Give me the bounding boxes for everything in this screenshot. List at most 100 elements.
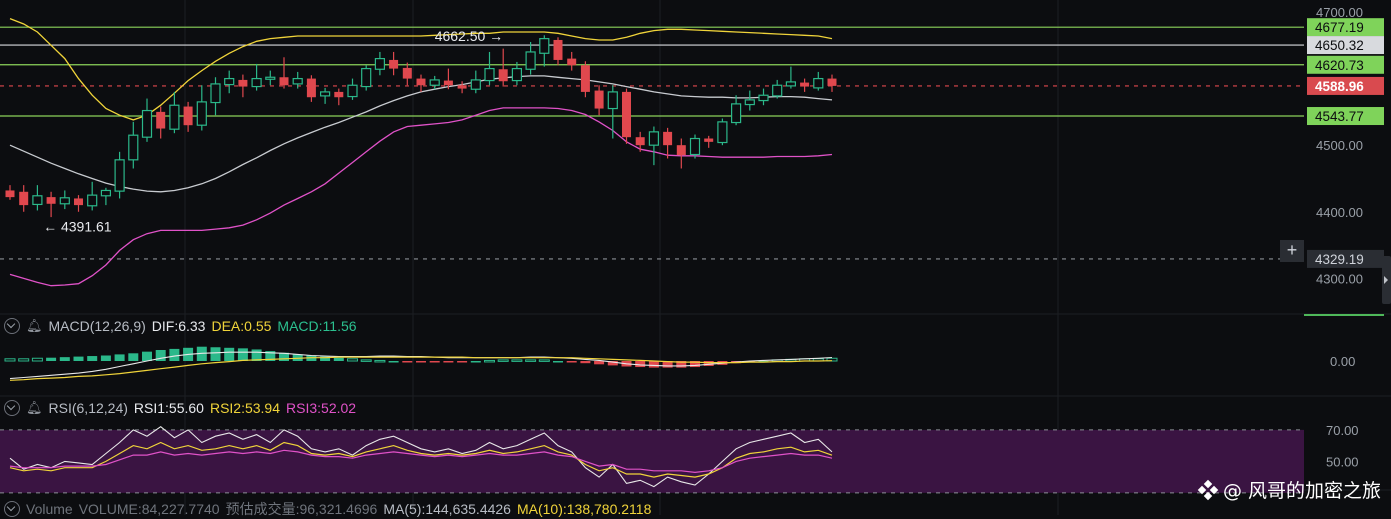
candle-body xyxy=(306,78,316,98)
candle-body xyxy=(128,134,139,161)
macd-hist-bar xyxy=(210,347,221,361)
macd-hist-bar xyxy=(279,352,289,361)
candle-body xyxy=(663,131,673,146)
candle-body xyxy=(238,79,248,87)
macd-hist-bar xyxy=(100,355,111,361)
candle-body xyxy=(525,51,536,70)
rsi-indicator-name: RSI(6,12,24) xyxy=(48,400,128,416)
candle-body xyxy=(74,198,83,206)
macd-hist-bar xyxy=(484,359,495,363)
candle-body xyxy=(19,191,29,206)
candle-body xyxy=(648,131,660,146)
macd-hist-bar xyxy=(607,361,618,366)
macd-hist-bar xyxy=(635,361,646,368)
macd-hist-bar xyxy=(388,361,399,363)
candle-body xyxy=(785,81,797,87)
macd-hist-bar xyxy=(470,361,481,363)
candle-body xyxy=(156,111,166,129)
rsi2-line xyxy=(9,441,833,478)
candle-body xyxy=(443,80,453,86)
macd-macd-value: MACD:11.56 xyxy=(277,318,357,334)
candle-body xyxy=(416,78,426,86)
macd-hist-bar xyxy=(59,357,70,361)
collapse-chevron-icon[interactable] xyxy=(4,318,20,334)
candle-body xyxy=(800,82,810,87)
volume-value: VOLUME:84,227.7740 xyxy=(78,501,220,517)
candle-body xyxy=(429,79,440,86)
macd-hist-bar xyxy=(497,359,509,362)
candle-body xyxy=(827,78,837,86)
volume-indicator-name: Volume xyxy=(26,501,73,517)
macd-hist-bar xyxy=(114,354,125,361)
candle-body xyxy=(607,91,618,110)
macd-hist-bar xyxy=(443,361,454,363)
rsi-panel: 70.00 50.00 xyxy=(0,423,1359,494)
price-tag-box xyxy=(1307,55,1384,74)
panel-expand-handle[interactable] xyxy=(1382,256,1391,304)
candle-body xyxy=(169,104,180,130)
candle-body xyxy=(265,76,276,80)
macd-dea-value: DEA:0.55 xyxy=(211,318,272,334)
macd-hist-bar xyxy=(703,361,714,366)
macd-hist-bar xyxy=(128,353,139,361)
candle-body xyxy=(210,83,221,104)
candle-body xyxy=(59,197,70,205)
volume-ma5: MA(5):144,635.4426 xyxy=(383,501,511,517)
macd-hist-bar xyxy=(457,361,468,363)
candle-body xyxy=(717,121,728,144)
macd-hist-bar xyxy=(594,361,605,365)
macd-dif-value: DIF:6.33 xyxy=(151,318,206,334)
watermark: @ 风哥的加密之旅 xyxy=(1197,476,1381,503)
candle-body xyxy=(689,137,701,156)
rsi-band xyxy=(0,429,1304,493)
macd-hist-bar xyxy=(648,361,659,368)
macd-hist-bar xyxy=(538,359,550,362)
candle-body xyxy=(635,137,645,146)
macd-hist-bar xyxy=(265,351,276,361)
rsi1-line xyxy=(9,426,833,488)
macd-panel: 0.00 xyxy=(4,346,1355,381)
collapse-chevron-icon[interactable] xyxy=(4,400,20,416)
price-axis-tick: 4500.00 xyxy=(1316,138,1363,153)
macd-hist-bar xyxy=(525,359,537,362)
candle-body xyxy=(484,67,495,82)
macd-hist-bar xyxy=(87,356,98,361)
macd-hist-bar xyxy=(566,361,577,363)
bell-icon[interactable]: 🔔︎ xyxy=(26,400,43,415)
crosshair-plus-icon[interactable]: + xyxy=(1280,240,1304,262)
candle-body xyxy=(622,91,631,138)
price-tag-label: 4677.19 xyxy=(1315,20,1364,35)
candle-body xyxy=(772,84,783,97)
candle-body xyxy=(539,38,550,54)
macd-hist-bar xyxy=(251,349,262,361)
price-axis-tick: 4300.00 xyxy=(1316,271,1363,286)
bell-icon[interactable]: 🔔︎ xyxy=(26,318,43,333)
rsi-axis-tick: 70.00 xyxy=(1326,423,1359,438)
price-tag-box xyxy=(1307,36,1384,55)
candle-body xyxy=(744,99,755,106)
candle-body xyxy=(87,194,98,207)
rsi3-line xyxy=(9,449,833,474)
candle-body xyxy=(32,195,43,206)
price-tags: 4677.19 4650.32 4620.73 4588.96 4543.77 4329.… xyxy=(1307,18,1384,268)
candle-body xyxy=(553,39,563,60)
candle-body xyxy=(389,59,399,69)
low-price-annotation: ← 4391.61 xyxy=(43,218,112,234)
macd-hist-bar xyxy=(511,359,523,362)
macd-hist-bar xyxy=(142,351,152,361)
macd-dea-line xyxy=(9,356,833,381)
macd-header: 🔔︎ MACD(12,26,9) DIF:6.33 DEA:0.55 MACD:… xyxy=(4,318,357,334)
candle-body xyxy=(334,91,344,98)
candle-body xyxy=(196,101,207,126)
macd-hist-bar xyxy=(553,361,563,363)
volume-ma10: MA(10):138,780.2118 xyxy=(516,501,652,517)
macd-hist-bar xyxy=(662,361,673,368)
macd-hist-bar xyxy=(31,357,43,362)
price-axis-tick: 4700.00 xyxy=(1316,5,1363,20)
macd-hist-bar xyxy=(169,348,180,361)
candle-body xyxy=(594,90,604,109)
macd-axis-tick: 0.00 xyxy=(1330,354,1355,369)
candle-body xyxy=(279,77,289,86)
rsi-axis-tick: 50.00 xyxy=(1326,454,1359,469)
